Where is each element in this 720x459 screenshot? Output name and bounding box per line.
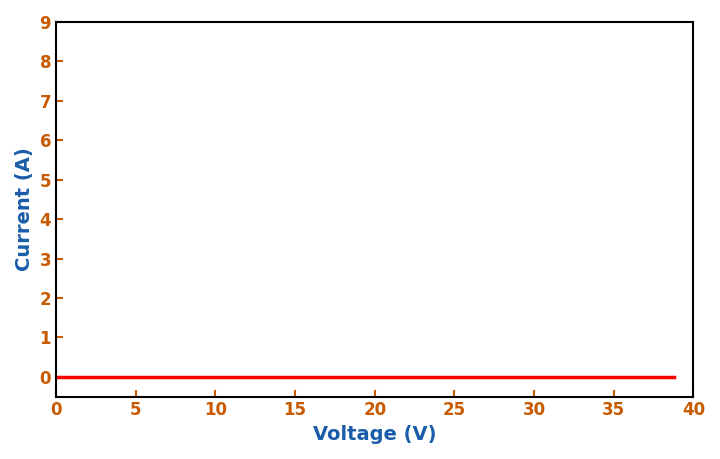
Y-axis label: Current (A): Current (A) (15, 147, 34, 271)
X-axis label: Voltage (V): Voltage (V) (313, 425, 436, 444)
